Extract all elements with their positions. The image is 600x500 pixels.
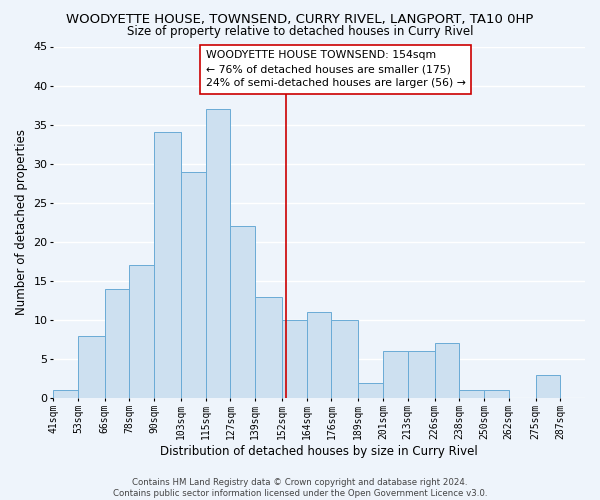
Text: Size of property relative to detached houses in Curry Rivel: Size of property relative to detached ho… <box>127 25 473 38</box>
Bar <box>307 312 331 398</box>
Bar <box>154 132 181 398</box>
Bar <box>408 352 434 398</box>
Bar <box>536 374 560 398</box>
Bar <box>78 336 105 398</box>
Y-axis label: Number of detached properties: Number of detached properties <box>15 130 28 316</box>
Bar <box>459 390 484 398</box>
Bar <box>130 266 154 398</box>
Bar <box>181 172 206 398</box>
Bar <box>105 288 130 398</box>
Bar <box>434 344 459 398</box>
Bar <box>255 296 282 398</box>
Text: Contains HM Land Registry data © Crown copyright and database right 2024.
Contai: Contains HM Land Registry data © Crown c… <box>113 478 487 498</box>
Bar <box>331 320 358 398</box>
Bar <box>484 390 509 398</box>
Text: WOODYETTE HOUSE, TOWNSEND, CURRY RIVEL, LANGPORT, TA10 0HP: WOODYETTE HOUSE, TOWNSEND, CURRY RIVEL, … <box>67 12 533 26</box>
X-axis label: Distribution of detached houses by size in Curry Rivel: Distribution of detached houses by size … <box>160 444 478 458</box>
Bar <box>53 390 78 398</box>
Bar <box>230 226 255 398</box>
Bar <box>358 382 383 398</box>
Bar <box>282 320 307 398</box>
Bar <box>383 352 408 398</box>
Bar <box>206 109 230 398</box>
Text: WOODYETTE HOUSE TOWNSEND: 154sqm
← 76% of detached houses are smaller (175)
24% : WOODYETTE HOUSE TOWNSEND: 154sqm ← 76% o… <box>206 50 466 88</box>
